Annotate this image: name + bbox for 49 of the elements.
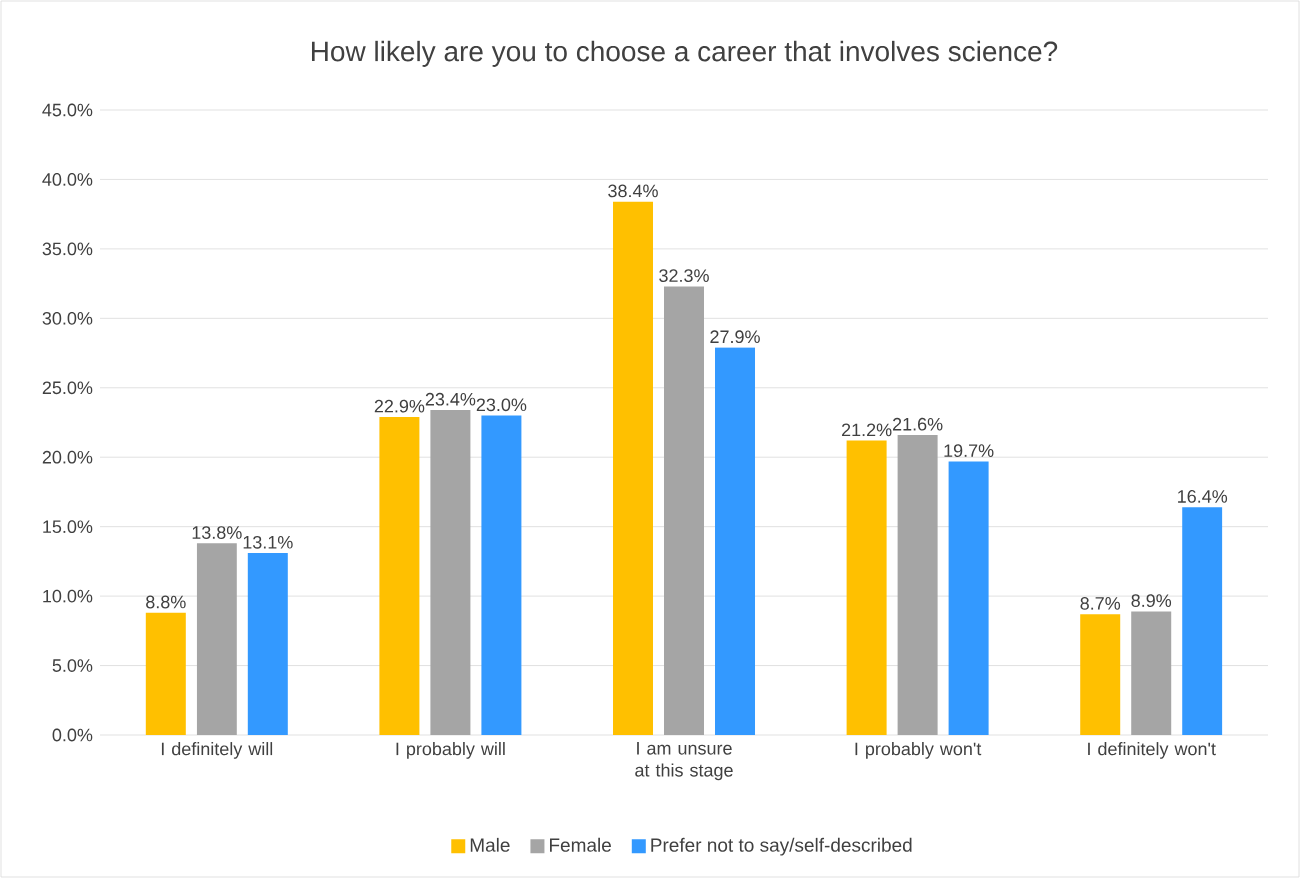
chart-title: How likely are you to choose a career that involves science? (311, 40, 1058, 67)
y-tick-label: 45.0% (42, 103, 93, 117)
data-label: 19.7% (944, 444, 994, 457)
bar (613, 201, 654, 735)
y-tick-label: 25.0% (42, 381, 93, 395)
bar (145, 612, 186, 735)
x-tick-label: I probably won't (855, 742, 982, 759)
bar (1182, 507, 1223, 735)
data-label: 23.0% (476, 398, 527, 412)
legend-label: Male (470, 837, 510, 852)
y-tick-label: 0.0% (52, 728, 93, 742)
x-tick-label: I probably will (396, 742, 505, 759)
bar (664, 286, 705, 735)
bar (196, 543, 237, 735)
data-label: 21.6% (893, 417, 943, 431)
y-tick-label: 15.0% (43, 520, 93, 534)
x-tick-label: I definitely won't (1088, 742, 1216, 759)
bar (897, 435, 938, 735)
y-tick-label: 10.0% (43, 589, 93, 603)
data-label: 8.8% (146, 595, 186, 609)
bar (1080, 614, 1121, 735)
bar (715, 347, 756, 735)
data-label: 23.4% (425, 392, 476, 406)
data-label: 13.1% (243, 535, 293, 549)
data-label: 21.2% (842, 423, 892, 437)
x-tick-label: I definitely will (161, 742, 273, 759)
data-label: 38.4% (608, 184, 658, 198)
data-label: 16.4% (1178, 490, 1228, 503)
y-tick-label: 5.0% (52, 659, 93, 672)
data-label: 22.9% (374, 399, 425, 413)
bar (846, 440, 887, 735)
data-label: 13.8% (192, 526, 242, 539)
y-tick-label: 35.0% (42, 242, 93, 256)
y-tick-label: 30.0% (42, 311, 93, 325)
bar (1131, 611, 1172, 735)
bar (379, 416, 420, 735)
data-label: 27.9% (710, 330, 760, 344)
legend-label: Female (550, 837, 611, 852)
bar (247, 553, 288, 735)
data-label: 8.9% (1131, 594, 1172, 607)
bar (948, 461, 989, 735)
y-tick-label: 40.0% (42, 173, 93, 186)
bar (481, 415, 522, 735)
data-label: 8.7% (1080, 597, 1121, 610)
data-label: 32.3% (659, 269, 709, 282)
y-tick-label: 20.0% (42, 450, 93, 464)
x-tick-label: I am unsure at this stage (635, 742, 733, 781)
bar (430, 409, 471, 735)
legend-label: Prefer not to say/self-described (651, 837, 912, 856)
